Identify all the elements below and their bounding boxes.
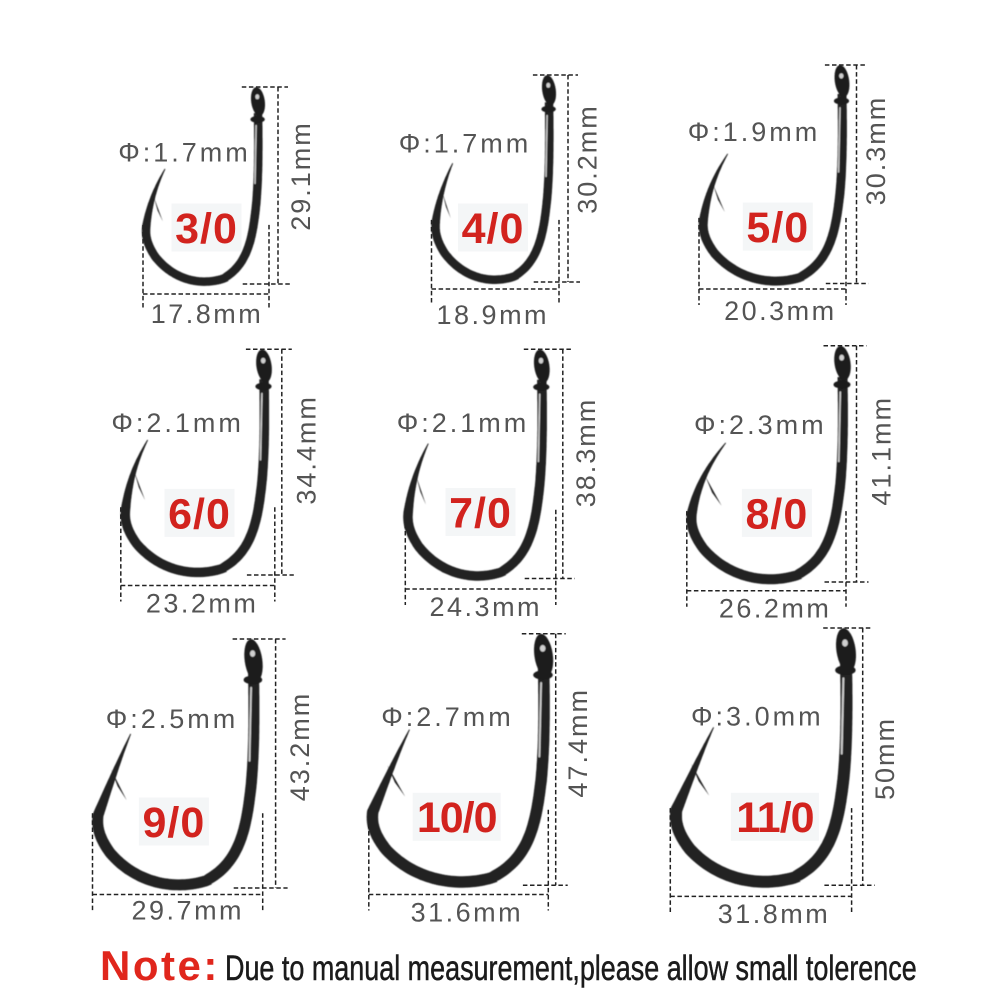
svg-text:7/0: 7/0 (449, 489, 512, 537)
svg-text:26.2mm: 26.2mm (719, 594, 832, 624)
svg-text:38.3mm: 38.3mm (571, 398, 601, 508)
svg-text:Φ:1.9mm: Φ:1.9mm (688, 117, 821, 147)
svg-text:17.8mm: 17.8mm (151, 299, 264, 329)
svg-text:Due to manual measurement,plea: Due to manual measurement,please allow s… (225, 949, 917, 988)
svg-text:4/0: 4/0 (462, 205, 525, 253)
svg-text:18.9mm: 18.9mm (437, 300, 550, 330)
svg-text:3/0: 3/0 (175, 205, 238, 253)
svg-text:31.6mm: 31.6mm (411, 897, 524, 927)
svg-text:43.2mm: 43.2mm (285, 692, 315, 802)
svg-text:Φ:1.7mm: Φ:1.7mm (118, 138, 251, 168)
svg-text:Φ:1.7mm: Φ:1.7mm (399, 129, 532, 159)
svg-text:Φ:2.3mm: Φ:2.3mm (694, 410, 827, 440)
svg-text:Φ:2.1mm: Φ:2.1mm (111, 408, 244, 438)
svg-text:50mm: 50mm (870, 717, 900, 800)
svg-text:6/0: 6/0 (168, 490, 231, 538)
svg-text:20.3mm: 20.3mm (724, 296, 837, 326)
svg-text:29.7mm: 29.7mm (132, 895, 245, 925)
svg-text:24.3mm: 24.3mm (430, 592, 543, 622)
svg-text:41.1mm: 41.1mm (866, 396, 896, 506)
svg-text:10/0: 10/0 (417, 794, 497, 842)
svg-text:31.8mm: 31.8mm (718, 899, 831, 929)
svg-text:34.4mm: 34.4mm (292, 395, 322, 505)
svg-text:30.2mm: 30.2mm (573, 104, 603, 214)
svg-text:30.3mm: 30.3mm (861, 96, 891, 206)
svg-text:23.2mm: 23.2mm (146, 588, 259, 618)
svg-text:5/0: 5/0 (746, 204, 809, 252)
svg-text:Φ:2.1mm: Φ:2.1mm (397, 408, 530, 438)
svg-text:11/0: 11/0 (736, 794, 813, 842)
svg-text:47.4mm: 47.4mm (563, 688, 593, 798)
svg-text:9/0: 9/0 (143, 799, 206, 847)
svg-text:8/0: 8/0 (746, 490, 809, 538)
svg-text:Note:: Note: (100, 942, 220, 989)
svg-text:Φ:3.0mm: Φ:3.0mm (691, 701, 824, 731)
svg-text:29.1mm: 29.1mm (286, 121, 316, 231)
svg-text:Φ:2.7mm: Φ:2.7mm (381, 702, 514, 732)
svg-text:Φ:2.5mm: Φ:2.5mm (106, 704, 239, 734)
